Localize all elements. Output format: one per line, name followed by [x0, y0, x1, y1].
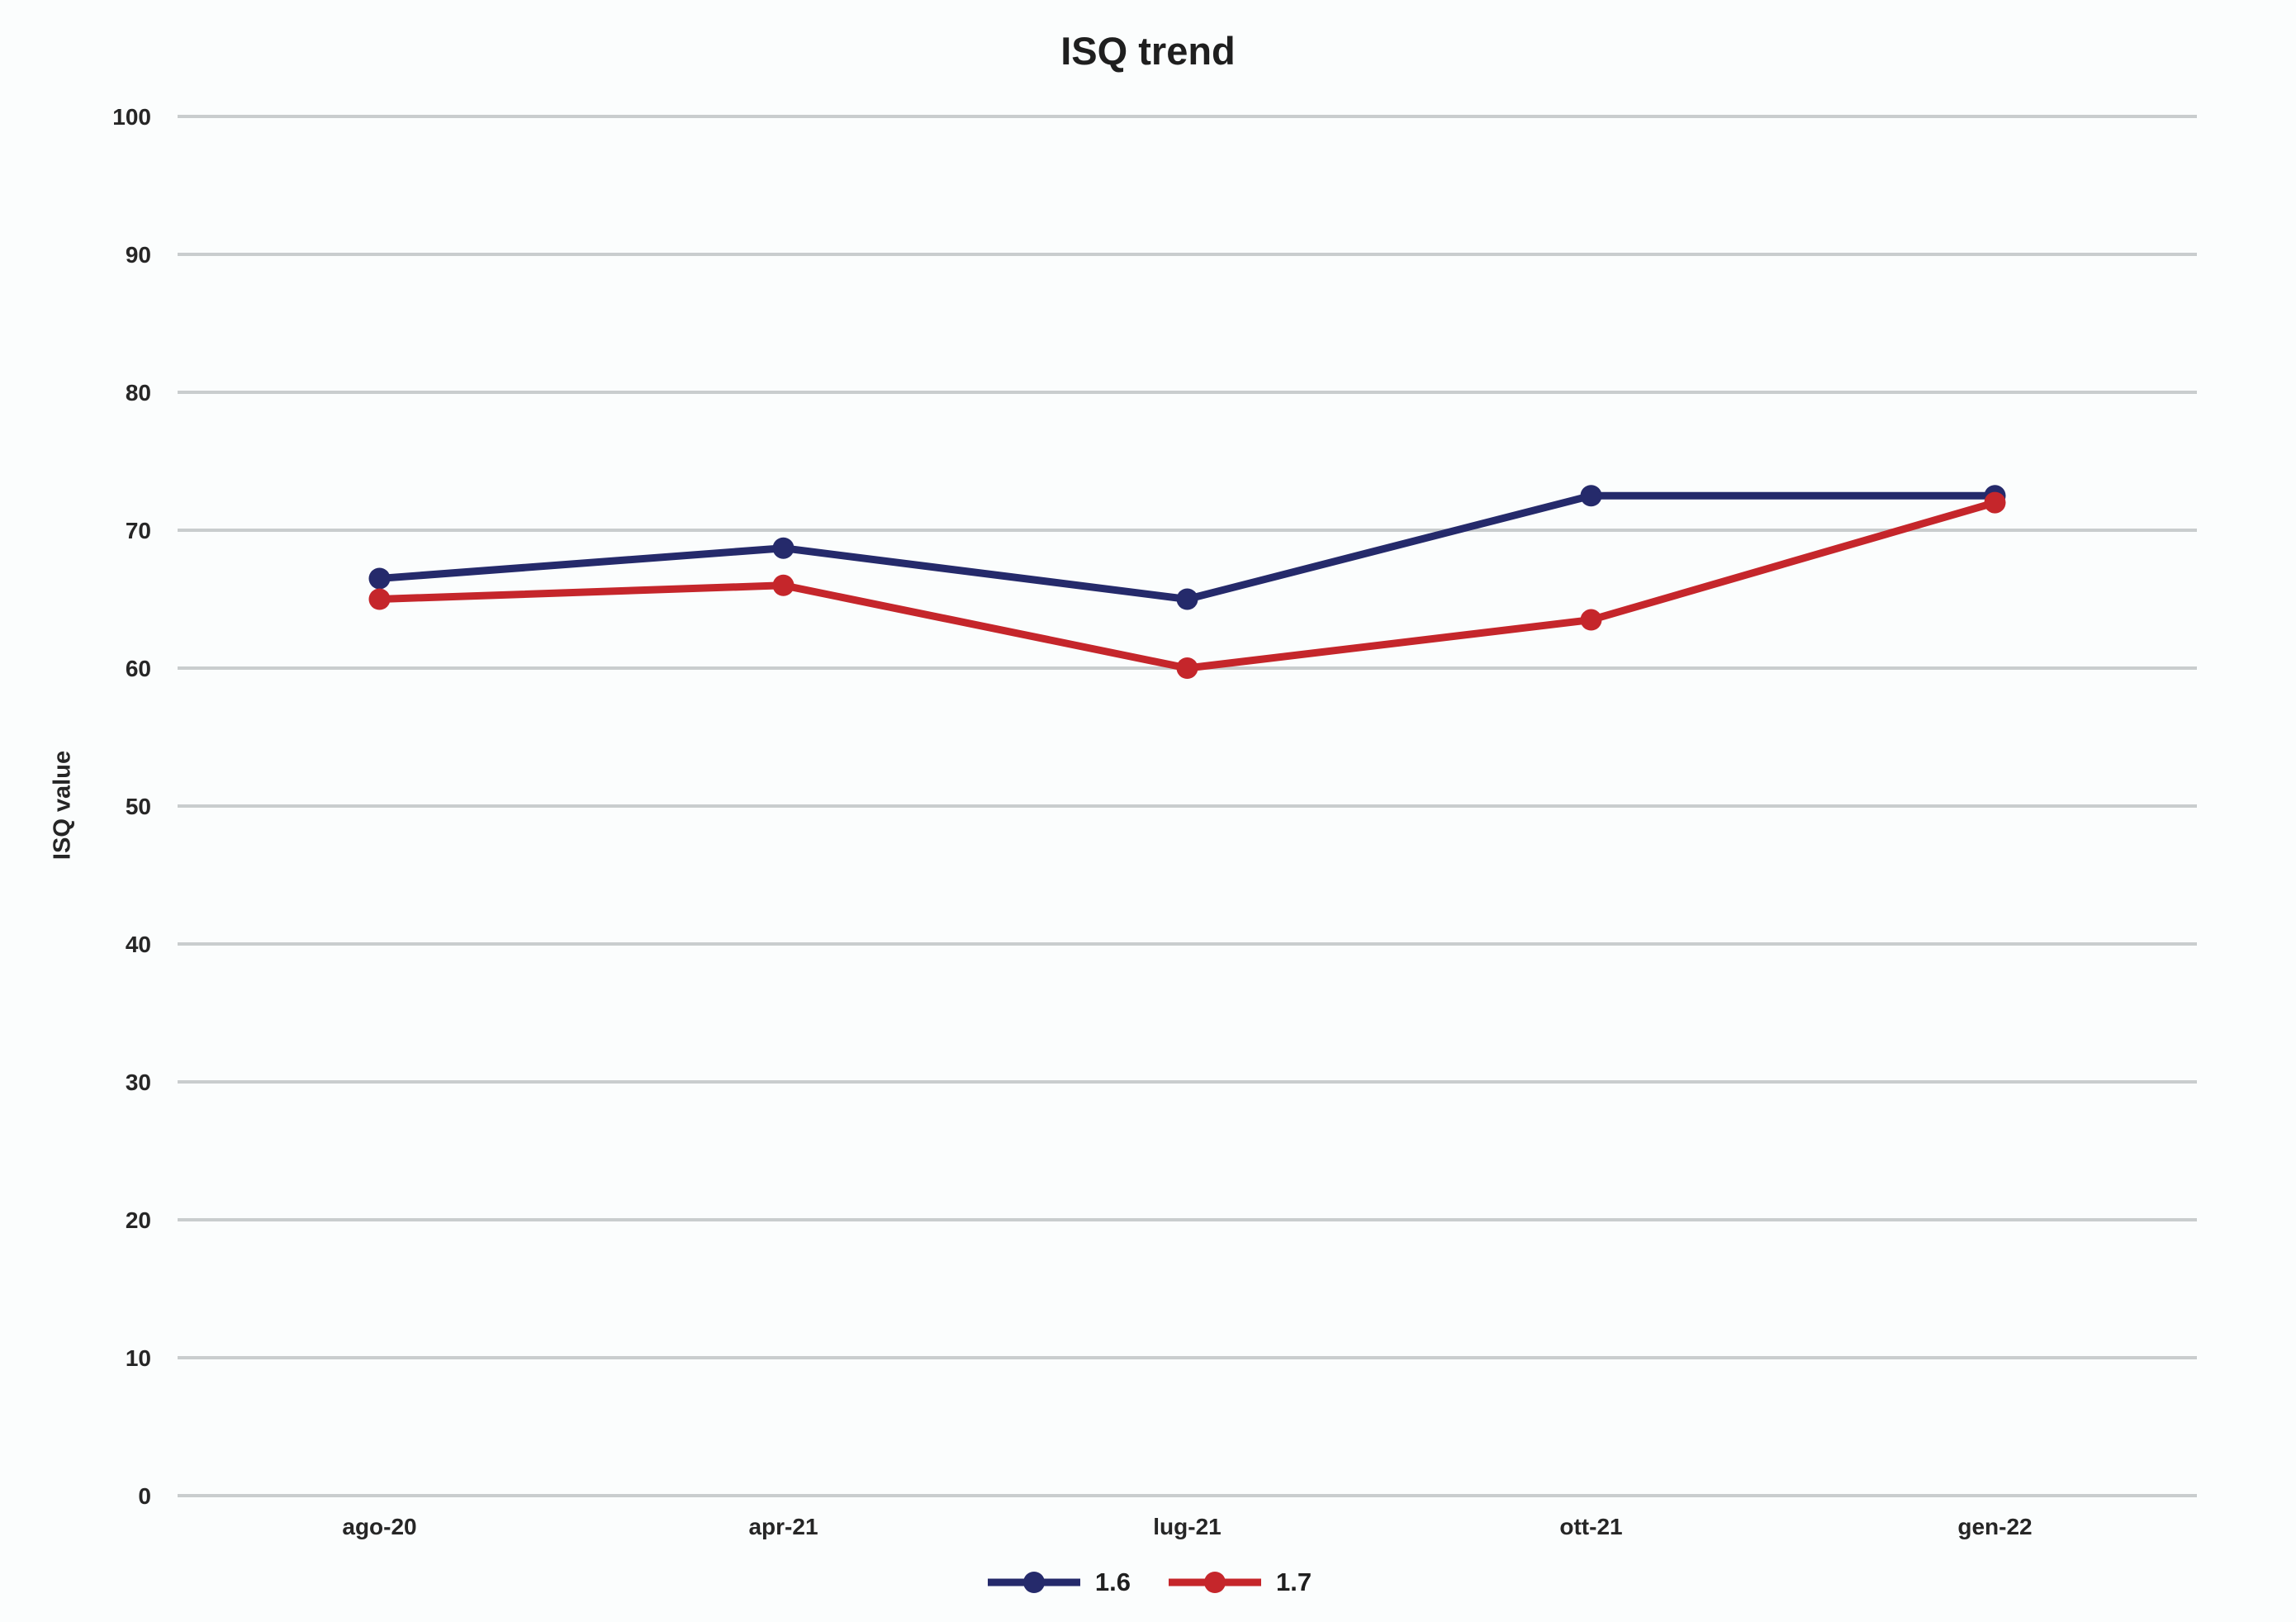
legend-item-series-2: 1.7 [1165, 1567, 1312, 1597]
legend-item-series-1: 1.6 [984, 1567, 1131, 1597]
chart-title: ISQ trend [1060, 29, 1236, 73]
series-1.7 [368, 491, 2006, 679]
data-point [368, 567, 391, 590]
y-tick-label: 60 [126, 656, 151, 681]
x-tick-label: ago-20 [342, 1514, 416, 1539]
y-tick-label: 100 [112, 104, 151, 130]
y-tick-label: 90 [126, 242, 151, 268]
legend: 1.6 1.7 [0, 1567, 2296, 1597]
data-point [772, 537, 795, 559]
gridlines [178, 115, 2197, 1497]
y-tick-label: 10 [126, 1345, 151, 1371]
y-tick-label: 70 [126, 518, 151, 543]
series-line [376, 499, 1999, 672]
x-tick-label: ott-21 [1559, 1514, 1622, 1539]
line-marker-swatch-icon [1169, 1572, 1261, 1593]
line-marker-swatch-icon [987, 1572, 1080, 1593]
x-tick-label: lug-21 [1153, 1514, 1221, 1539]
x-tick-label: apr-21 [748, 1514, 818, 1539]
data-point [772, 574, 795, 596]
data-point [1984, 491, 2006, 514]
legend-label-series-2: 1.7 [1276, 1567, 1312, 1596]
y-tick-labels: 0 10 20 30 40 50 60 70 80 90 100 [112, 104, 151, 1509]
data-point [368, 588, 391, 610]
y-tick-label: 0 [138, 1483, 151, 1509]
data-point [1580, 609, 1602, 631]
data-point [1176, 588, 1198, 610]
data-point [1176, 657, 1198, 679]
y-tick-label: 40 [126, 932, 151, 957]
data-point [1580, 485, 1602, 507]
x-tick-labels: ago-20 apr-21 lug-21 ott-21 gen-22 [342, 1514, 2032, 1539]
y-tick-label: 80 [126, 380, 151, 406]
x-tick-label: gen-22 [1957, 1514, 2032, 1539]
y-tick-label: 20 [126, 1207, 151, 1233]
series-line [376, 491, 1999, 603]
legend-label-series-1: 1.6 [1094, 1567, 1131, 1596]
y-tick-label: 30 [126, 1069, 151, 1095]
y-tick-label: 50 [126, 794, 151, 819]
